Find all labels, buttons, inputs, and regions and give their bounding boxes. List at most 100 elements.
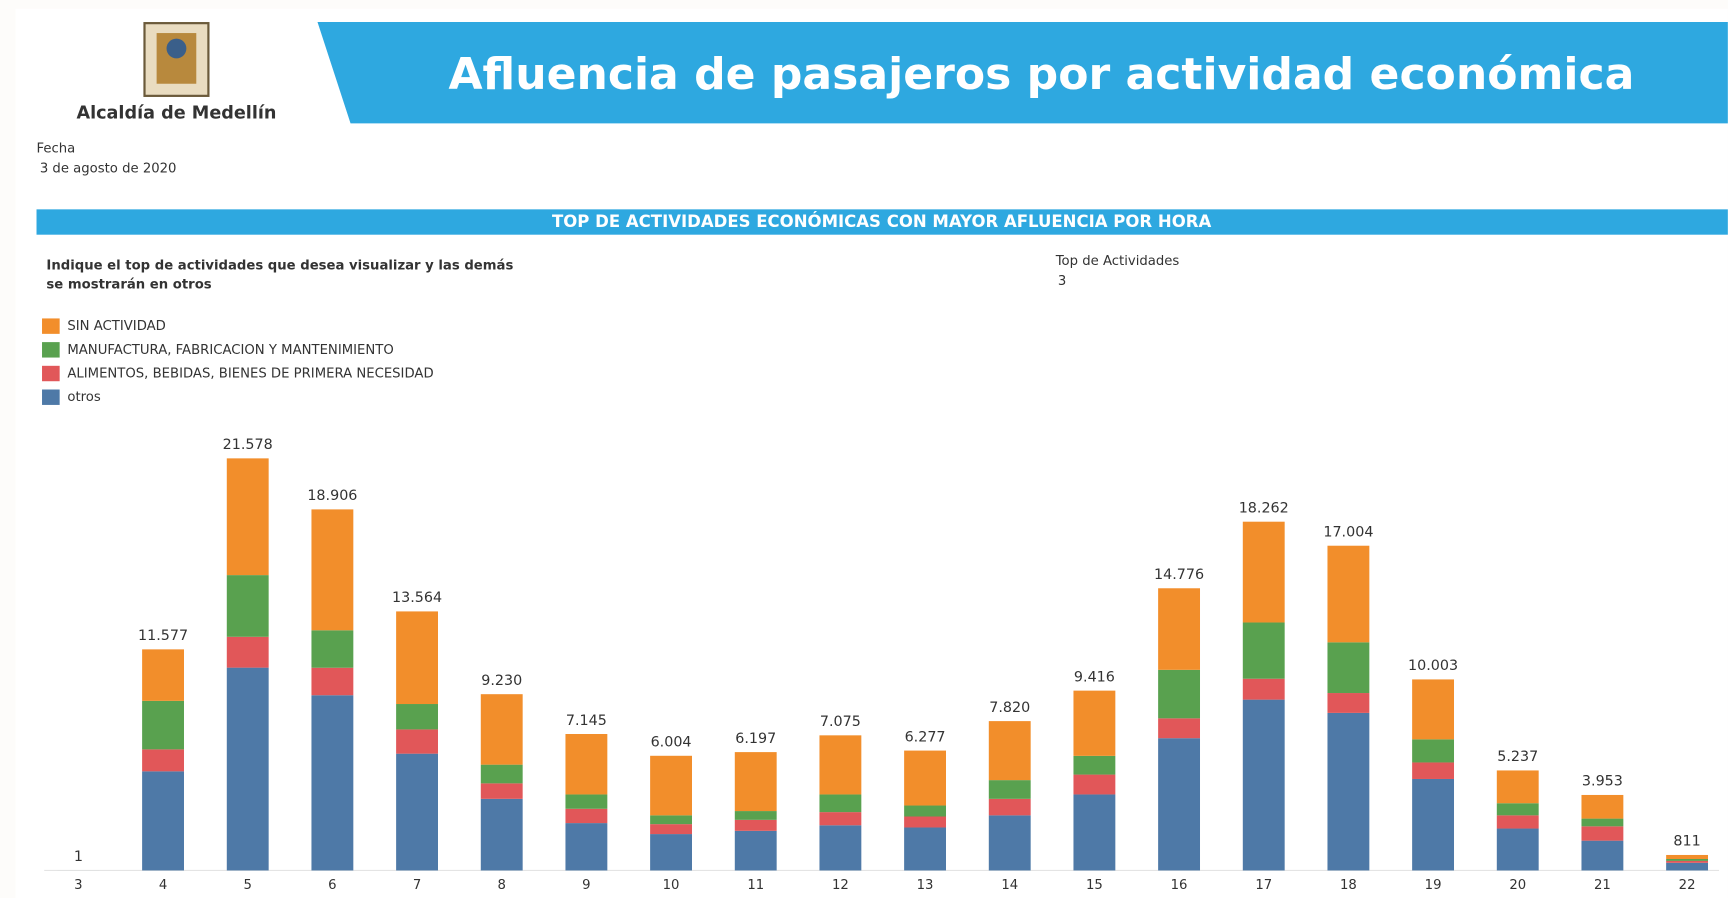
- total-label: 10.003: [1408, 658, 1458, 674]
- bar-segment: [734, 830, 777, 871]
- bar-segment: [396, 729, 438, 754]
- bar-segment: [1242, 699, 1285, 871]
- bar-segment: [819, 812, 862, 826]
- bar-segment: [565, 734, 608, 795]
- bar-segment: [1327, 693, 1370, 713]
- bar-segment: [988, 815, 1031, 871]
- x-tick-label: 13: [917, 878, 934, 893]
- bar-segment: [1158, 738, 1201, 871]
- total-label: 9.416: [1074, 669, 1115, 685]
- bar-segment: [1158, 669, 1201, 719]
- bar-segment: [1242, 521, 1285, 623]
- bar-segment: [226, 667, 269, 871]
- bar-segment: [1158, 718, 1201, 739]
- x-tick-label: 17: [1255, 878, 1272, 893]
- logo-text: Alcaldía de Medellín: [76, 103, 276, 123]
- total-label: 6.277: [905, 729, 946, 745]
- bar-segment: [1242, 622, 1285, 679]
- bar-segment: [1412, 762, 1455, 779]
- total-label: 6.197: [735, 731, 776, 747]
- legend-swatch: [42, 365, 60, 382]
- total-label: 9.230: [481, 673, 522, 689]
- bar-segment: [988, 798, 1031, 816]
- total-label: 14.776: [1154, 567, 1204, 583]
- legend-swatch: [42, 342, 60, 358]
- total-label: 7.145: [566, 713, 607, 729]
- x-tick-label: 15: [1086, 878, 1103, 893]
- x-tick-label: 10: [663, 878, 680, 893]
- bar-segment: [650, 755, 692, 816]
- bar-segment: [311, 695, 354, 871]
- x-tick-label: 8: [498, 878, 506, 893]
- bar-segment: [1073, 690, 1116, 756]
- bar-segment: [1581, 840, 1624, 871]
- x-tick-label: 9: [582, 878, 590, 893]
- bar-segment: [1327, 642, 1370, 694]
- logo: [143, 22, 210, 97]
- legend-label: otros: [67, 390, 101, 405]
- bar-segment: [904, 805, 947, 817]
- instruction-line: se mostrarán en otros: [46, 276, 211, 292]
- legend-swatch: [42, 389, 60, 405]
- bar-segment: [1327, 545, 1370, 643]
- bar-segment: [1412, 778, 1455, 871]
- bar-segment: [1666, 862, 1709, 871]
- x-tick-label: 20: [1509, 878, 1526, 893]
- bar-segment: [1496, 803, 1539, 816]
- bar-segment: [565, 808, 608, 824]
- total-label: 18.262: [1239, 500, 1289, 516]
- total-label: 18.906: [307, 488, 357, 504]
- bar-segment: [1496, 828, 1539, 871]
- bar-segment: [396, 611, 438, 705]
- x-tick-label: 22: [1679, 878, 1696, 893]
- total-label: 7.075: [820, 714, 861, 730]
- bar-segment: [142, 749, 184, 772]
- total-label: 3.953: [1582, 774, 1623, 790]
- total-label: 6.004: [651, 735, 692, 751]
- bar-segment: [1158, 588, 1201, 670]
- x-tick-label: 5: [244, 878, 252, 893]
- bar-segment: [734, 752, 777, 812]
- bar-segment: [396, 753, 438, 871]
- bar-segment: [311, 630, 354, 668]
- x-tick-label: 7: [413, 878, 421, 893]
- legend-label: SIN ACTIVIDAD: [67, 319, 166, 334]
- section-title: TOP DE ACTIVIDADES ECONÓMICAS CON MAYOR …: [552, 212, 1211, 231]
- x-tick-label: 12: [832, 878, 849, 893]
- bar-segment: [1496, 815, 1539, 829]
- total-label: 5.237: [1497, 749, 1538, 765]
- bar-segment: [1327, 712, 1370, 871]
- bar-segment: [311, 667, 354, 696]
- bar-segment: [142, 649, 184, 701]
- x-tick-label: 6: [328, 878, 336, 893]
- bar-segment: [480, 798, 523, 871]
- date-label: Fecha: [37, 142, 76, 157]
- x-tick-label: 4: [159, 878, 167, 893]
- bar-segment: [142, 700, 184, 750]
- bar-segment: [904, 827, 947, 871]
- date-value: 3 de agosto de 2020: [40, 162, 177, 177]
- bar-segment: [1242, 678, 1285, 700]
- bar-segment: [1666, 854, 1709, 859]
- bar-segment: [1581, 818, 1624, 827]
- bar-segment: [904, 750, 947, 806]
- top-value[interactable]: 3: [1058, 274, 1066, 289]
- bar-segment: [226, 458, 269, 576]
- bar-segment: [396, 704, 438, 730]
- total-label: 13.564: [392, 590, 442, 606]
- bar-segment: [1412, 679, 1455, 740]
- bar-segment: [1073, 794, 1116, 871]
- x-tick-label: 11: [747, 878, 764, 893]
- bar-segment: [1073, 755, 1116, 775]
- total-label: 17.004: [1323, 524, 1373, 540]
- panel: [15, 8, 1728, 898]
- bar-segment: [650, 834, 692, 871]
- section-bar: [36, 209, 1728, 235]
- bar-segment: [480, 764, 523, 784]
- top-label: Top de Actividades: [1055, 254, 1180, 269]
- x-tick-label: 14: [1001, 878, 1018, 893]
- bar-segment: [142, 771, 184, 871]
- bar-segment: [734, 811, 777, 820]
- legend-label: ALIMENTOS, BEBIDAS, BIENES DE PRIMERA NE…: [67, 367, 433, 382]
